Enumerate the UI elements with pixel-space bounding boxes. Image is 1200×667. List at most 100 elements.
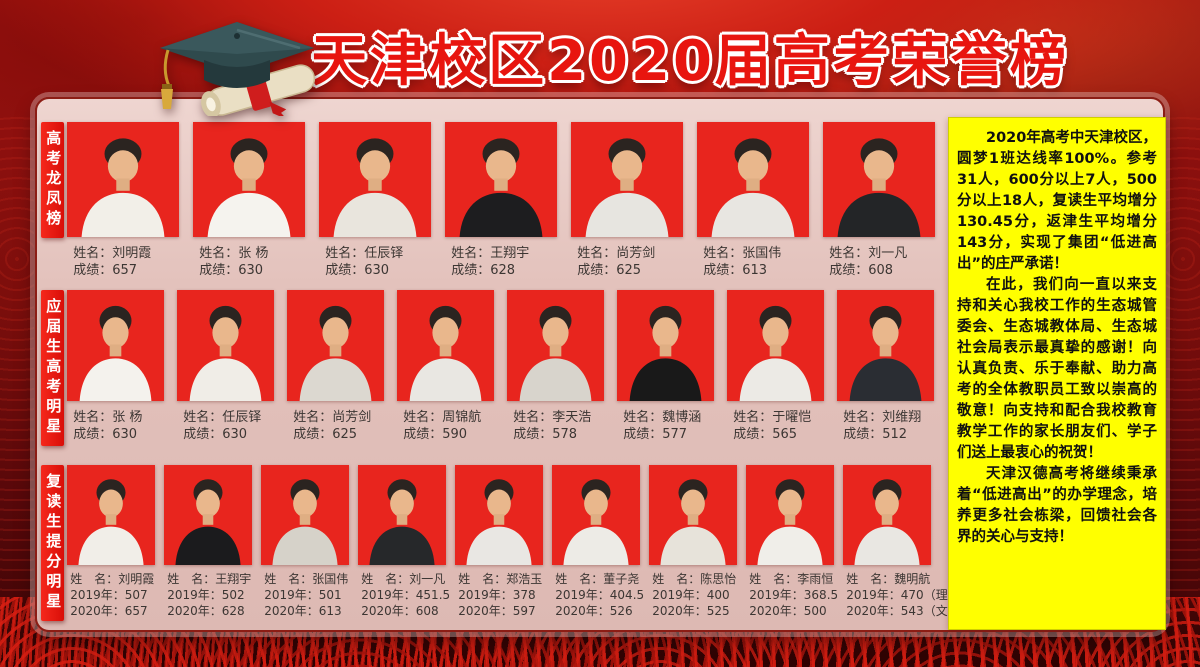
student-card: 姓名：刘维翔 成绩：512 (837, 290, 935, 443)
student-card: 姓名：张国伟 成绩：613 (697, 122, 810, 279)
student-score: 成绩：628 (451, 263, 516, 278)
student-card: 姓名：任辰铎 成绩：630 (319, 122, 432, 279)
student-score-2020: 2020年：500 (749, 604, 827, 618)
student-info: 姓名：于曜恺 成绩：565 (727, 409, 824, 443)
student-info: 姓名：任辰铎 成绩：630 (319, 245, 431, 279)
student-card: 姓 名：刘一凡 2019年：451.5 2020年：608 (358, 465, 451, 619)
student-photo (445, 122, 558, 237)
student-card: 姓名：张 杨成绩：630 (67, 290, 165, 443)
student-info: 姓名：李天浩 成绩：578 (507, 409, 604, 443)
announcement-box: 2020年高考中天津校区，圆梦1班达线率100%。参考31人，600分以上7人，… (948, 117, 1166, 630)
student-name: 姓 名：董子尧 (555, 572, 640, 586)
student-info: 姓名：张国伟 成绩：613 (697, 245, 809, 279)
student-score: 成绩：512 (843, 427, 908, 442)
page-title: 天津校区2020届高考荣誉榜 (311, 29, 1069, 94)
student-card: 姓 名：李雨恒 2019年：368.5 2020年：500 (746, 465, 839, 619)
student-name: 姓名：张 杨 (73, 410, 143, 425)
student-name: 姓 名：陈思怡 (652, 572, 737, 586)
student-photo (397, 290, 495, 401)
student-photo (823, 122, 936, 237)
student-score: 成绩：590 (403, 427, 468, 442)
card-list: 姓 名：刘明霞 2019年：507 2020年：657 姓 名：王翔宇 2019年：50… (67, 465, 960, 619)
student-photo (617, 290, 715, 401)
student-score-2019: 2019年：451.5 (361, 588, 451, 602)
student-photo (177, 290, 275, 401)
student-photo (67, 465, 156, 565)
student-name: 姓 名：王翔宇 (167, 572, 252, 586)
student-score: 成绩：578 (513, 427, 578, 442)
card-list: 姓名：张 杨成绩：630 姓名：任辰铎 成绩：630 姓名：尚芳剑 成绩：625 姓名：周… (67, 290, 935, 443)
student-name: 姓 名：魏明航 (846, 572, 931, 586)
student-card: 姓名：于曜恺 成绩：565 (727, 290, 825, 443)
announcement-paragraph: 天津汉德高考将继续秉承着“低进高出”的办学理念，培养更多社会栋梁，回馈社会各界的… (957, 466, 1157, 545)
student-card: 姓名：张 杨成绩：630 (193, 122, 306, 279)
student-info: 姓名：尚芳剑 成绩：625 (287, 409, 384, 443)
student-card: 姓 名：刘明霞 2019年：507 2020年：657 (67, 465, 156, 619)
section-0: 高考龙凤榜 姓名：刘明霞 成绩：657 姓名：张 杨成绩：630 姓名：任辰铎 成绩：63… (41, 122, 943, 279)
student-score-2019: 2019年：378 (458, 588, 536, 602)
student-name: 姓名：尚芳剑 (577, 246, 656, 261)
section-2: 复读生提分明星姓 名：刘明霞 2019年：507 2020年：657 姓 名：王翔宇 2… (41, 465, 960, 621)
card-list: 姓名：刘明霞 成绩：657 姓名：张 杨成绩：630 姓名：任辰铎 成绩：630 姓名：王… (67, 122, 936, 279)
section-label: 高考龙凤榜 (41, 122, 65, 238)
student-info: 姓 名：刘一凡 2019年：451.5 2020年：608 (358, 571, 451, 619)
student-info: 姓 名：董子尧 2019年：404.5 2020年：526 (552, 571, 645, 619)
student-photo (358, 465, 447, 565)
section-1: 应届生高考明星 姓名：张 杨成绩：630 姓名：任辰铎 成绩：630 姓名：尚芳剑 成绩：… (41, 290, 943, 446)
student-card: 姓 名：王翔宇 2019年：502 2020年：628 (164, 465, 253, 619)
student-name: 姓名：张国伟 (703, 246, 782, 261)
student-score-2019: 2019年：507 (70, 588, 148, 602)
student-info: 姓名：尚芳剑 成绩：625 (571, 245, 683, 279)
student-photo (571, 122, 684, 237)
student-name: 姓名：李天浩 (513, 410, 592, 425)
student-score: 成绩：625 (293, 427, 358, 442)
student-info: 姓名：周锦航 成绩：590 (397, 409, 494, 443)
student-card: 姓 名：董子尧 2019年：404.5 2020年：526 (552, 465, 645, 619)
student-card: 姓 名：郑浩玉 2019年：378 2020年：597 (455, 465, 544, 619)
banner: 天津校区2020届高考荣誉榜 (0, 0, 1200, 116)
student-name: 姓 名：张国伟 (264, 572, 349, 586)
student-info: 姓 名：郑浩玉 2019年：378 2020年：597 (455, 571, 543, 619)
student-name: 姓名：周锦航 (403, 410, 482, 425)
student-photo (193, 122, 306, 237)
student-name: 姓名：魏博涵 (623, 410, 702, 425)
student-photo (843, 465, 932, 565)
student-info: 姓 名：张国伟 2019年：501 2020年：613 (261, 571, 349, 619)
student-score: 成绩：630 (325, 263, 390, 278)
graduation-cap-icon (160, 22, 316, 116)
student-score: 成绩：657 (73, 263, 138, 278)
student-score-2020: 2020年：657 (70, 604, 148, 618)
student-score: 成绩：565 (733, 427, 798, 442)
student-info: 姓名：张 杨成绩：630 (193, 245, 305, 279)
student-card: 姓 名：陈思怡 2019年：400 2020年：525 (649, 465, 738, 619)
student-name: 姓名：任辰铎 (183, 410, 262, 425)
student-photo (727, 290, 825, 401)
student-card: 姓名：王翔宇 成绩：628 (445, 122, 558, 279)
student-name: 姓名：刘明霞 (73, 246, 152, 261)
student-score: 成绩：630 (73, 427, 138, 442)
announcement-paragraph: 2020年高考中天津校区，圆梦1班达线率100%。参考31人，600分以上7人，… (957, 130, 1157, 272)
announcement-paragraph: 在此，我们向一直以来支持和关心我校工作的生态城管委会、生态城教体局、生态城社会局… (957, 277, 1157, 461)
board: 高考龙凤榜 姓名：刘明霞 成绩：657 姓名：张 杨成绩：630 姓名：任辰铎 成绩：63… (35, 97, 1166, 632)
student-info: 姓 名：魏明航 2019年：470（理） 2020年：543（文） (843, 571, 960, 619)
student-name: 姓名：于曜恺 (733, 410, 812, 425)
student-score-2019: 2019年：404.5 (555, 588, 645, 602)
student-card: 姓名：刘明霞 成绩：657 (67, 122, 180, 279)
student-score: 成绩：613 (703, 263, 768, 278)
student-score: 成绩：608 (829, 263, 894, 278)
student-name: 姓名：尚芳剑 (293, 410, 372, 425)
student-score-2019: 2019年：368.5 (749, 588, 839, 602)
student-photo (507, 290, 605, 401)
student-score: 成绩：630 (199, 263, 264, 278)
student-name: 姓名：王翔宇 (451, 246, 530, 261)
student-name: 姓 名：刘明霞 (70, 572, 155, 586)
student-photo (697, 122, 810, 237)
student-photo (164, 465, 253, 565)
student-score-2020: 2020年：613 (264, 604, 342, 618)
student-info: 姓名：魏博涵 成绩：577 (617, 409, 714, 443)
student-card: 姓名：刘一凡 成绩：608 (823, 122, 936, 279)
student-score-2019: 2019年：470（理） (846, 588, 960, 602)
student-score: 成绩：630 (183, 427, 248, 442)
student-card: 姓名：魏博涵 成绩：577 (617, 290, 715, 443)
